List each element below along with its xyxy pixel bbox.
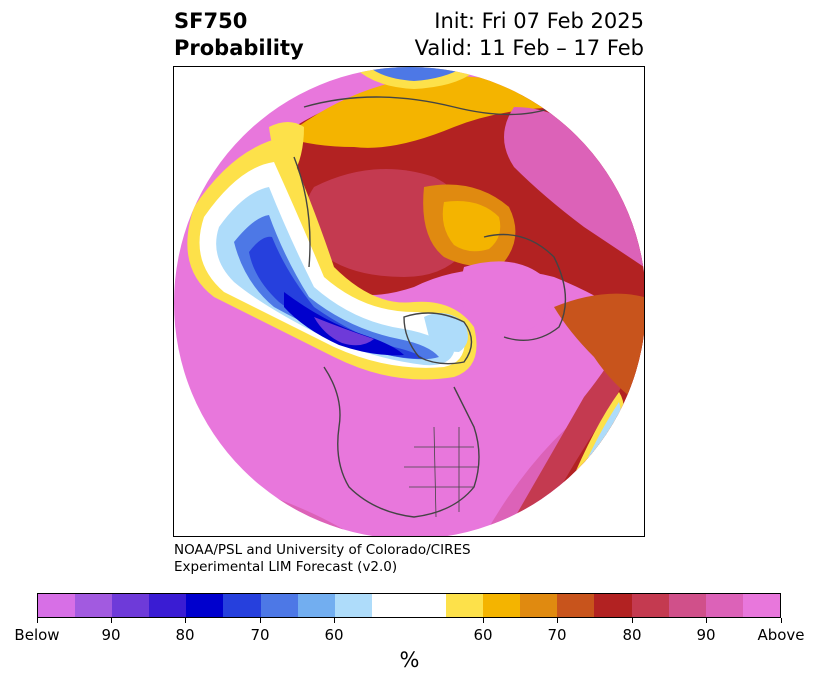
- colorbar-tickmark-8: [706, 618, 707, 623]
- field-below-min-greenland: [424, 313, 468, 352]
- colorbar-swatch-7: [297, 594, 335, 617]
- colorbar-tick-label-0: Below: [14, 626, 60, 644]
- colorbar-tick-label-8: 90: [696, 626, 716, 644]
- colorbar-tickmark-9: [781, 618, 782, 623]
- product-name: Probability: [174, 36, 304, 60]
- field-above-min-alaska: [269, 122, 304, 177]
- colorbar-swatch-6: [260, 594, 298, 617]
- colorbar-swatch-17: [668, 594, 706, 617]
- colorbar-tick-label-1: 90: [101, 626, 121, 644]
- colorbar-tick-label-4: 60: [324, 626, 344, 644]
- colorbar-tickmark-3: [260, 618, 261, 623]
- map-svg: [174, 67, 644, 536]
- colorbar-swatch-3: [149, 594, 187, 617]
- probability-field: [174, 67, 644, 536]
- colorbar-tick-label-3: 70: [250, 626, 270, 644]
- variable-name: SF750: [174, 9, 248, 33]
- colorbar-swatch-1: [75, 594, 113, 617]
- colorbar-tickmark-7: [632, 618, 633, 623]
- field-above-low-n: [284, 75, 574, 148]
- plot-title-right: Init: Fri 07 Feb 2025 Valid: 11 Feb – 17…: [415, 8, 644, 62]
- field-above-high-ne: [504, 107, 644, 267]
- colorbar-swatch-15: [594, 594, 632, 617]
- north-america-coast: [323, 366, 480, 518]
- field-above-strong-europe: [460, 261, 550, 335]
- field-below-80-w: [284, 292, 404, 356]
- colorbar-tickmark-5: [483, 618, 484, 623]
- plot-title-left: SF750 Probability: [174, 8, 304, 62]
- colorbar-swatch-8: [334, 594, 372, 617]
- colorbar-swatch-19: [742, 594, 780, 617]
- colorbar-swatch-11: [446, 594, 484, 617]
- colorbar-tick-label-7: 80: [622, 626, 642, 644]
- valid-period: Valid: 11 Feb – 17 Feb: [414, 36, 644, 60]
- colorbar-tickmark-4: [334, 618, 335, 623]
- colorbar-swatch-18: [705, 594, 743, 617]
- colorbar-tickmark-0: [37, 618, 38, 623]
- field-below-low-n: [369, 67, 464, 81]
- init-date: Init: Fri 07 Feb 2025: [434, 9, 644, 33]
- colorbar-ticks: Below 90 80 70 60 60 70 80 90 Above: [0, 626, 819, 646]
- europe-coast: [483, 233, 567, 341]
- alaska-coast: [293, 156, 311, 268]
- colorbar-swatch-2: [112, 594, 150, 617]
- credit-line-2: Experimental LIM Forecast (v2.0): [174, 559, 398, 575]
- credit-text: NOAA/PSL and University of Colorado/CIRE…: [174, 542, 471, 576]
- colorbar-tick-label-9: Above: [757, 626, 805, 644]
- us-state-lines: [404, 426, 479, 518]
- forecast-map: [173, 66, 645, 537]
- colorbar-unit: %: [399, 648, 420, 672]
- colorbar-swatch-13: [520, 594, 558, 617]
- colorbar-swatch-10: [408, 594, 447, 617]
- colorbar-tickmark-2: [185, 618, 186, 623]
- colorbar-tickmark-6: [557, 618, 558, 623]
- field-above-60-europe: [554, 293, 644, 407]
- colorbar-tickmark-1: [111, 618, 112, 623]
- credit-line-1: NOAA/PSL and University of Colorado/CIRE…: [174, 542, 471, 558]
- field-above-low-siberia: [442, 201, 501, 252]
- colorbar-swatch-12: [483, 594, 521, 617]
- colorbar-swatch-16: [631, 594, 669, 617]
- colorbar-swatch-4: [186, 594, 224, 617]
- colorbar-tick-label-6: 70: [547, 626, 567, 644]
- colorbar-tick-label-2: 80: [175, 626, 195, 644]
- field-below-high-w: [314, 317, 374, 346]
- colorbar-swatch-9: [371, 594, 409, 617]
- colorbar-swatch-0: [38, 594, 76, 617]
- colorbar-swatch-14: [557, 594, 595, 617]
- colorbar-tick-label-5: 60: [473, 626, 493, 644]
- greenland-coast: [403, 312, 473, 365]
- colorbar: [37, 593, 781, 618]
- field-below-min-w: [216, 187, 454, 366]
- colorbar-swatch-5: [223, 594, 261, 617]
